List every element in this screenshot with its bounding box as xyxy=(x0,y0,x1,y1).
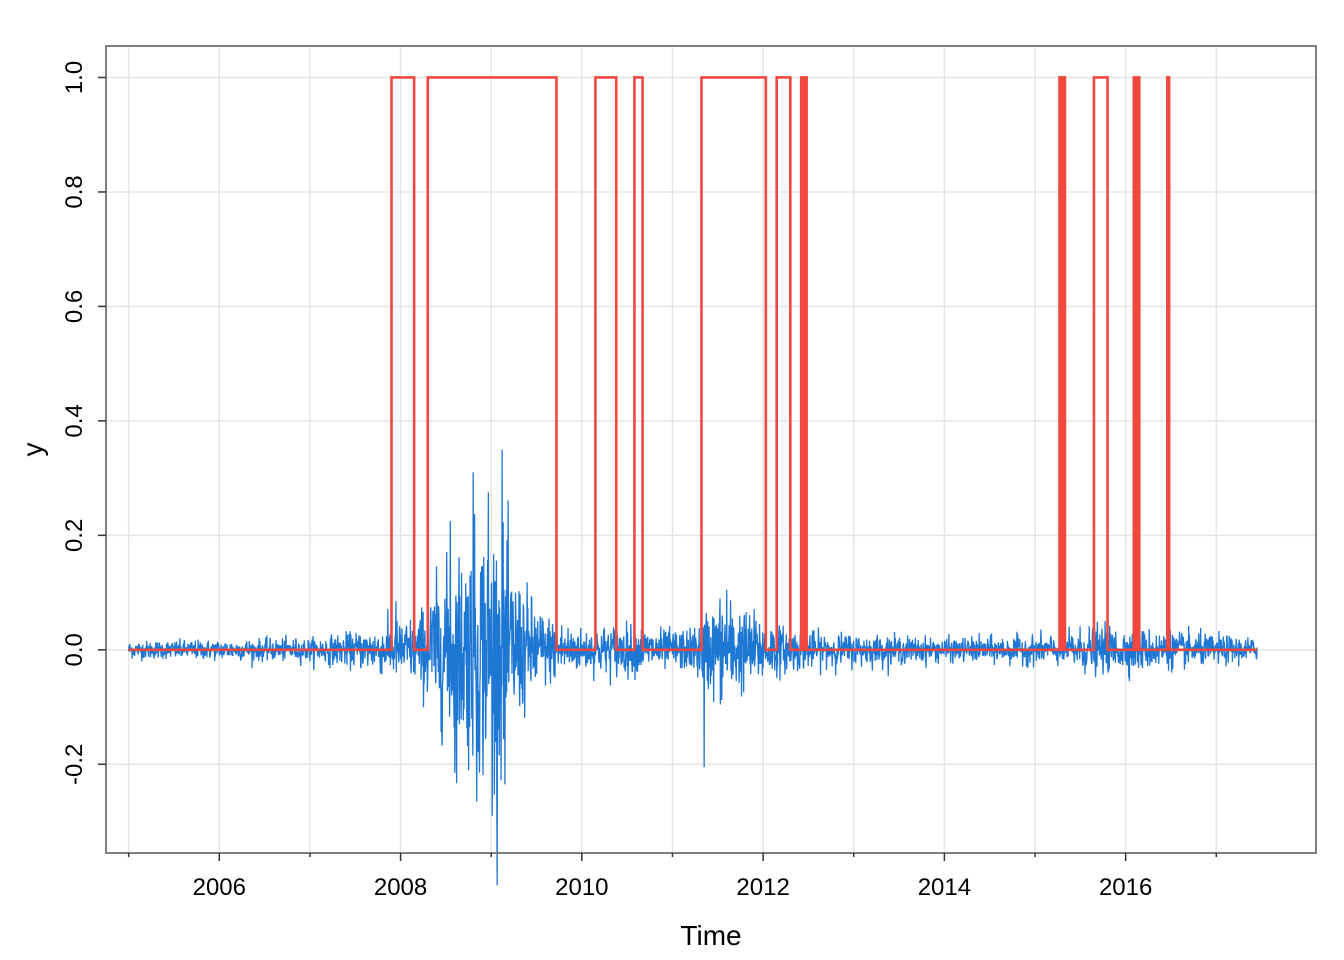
y-tick-label: 0.6 xyxy=(61,290,88,323)
y-tick-label: 0.4 xyxy=(61,404,88,437)
x-tick-label: 2010 xyxy=(555,874,608,901)
x-tick-label: 2012 xyxy=(736,874,789,901)
returns-line xyxy=(128,449,1258,886)
y-tick-label: 0.8 xyxy=(61,175,88,208)
x-axis-title: Time xyxy=(680,920,741,951)
x-tick-label: 2014 xyxy=(918,874,971,901)
y-tick-label: -0.2 xyxy=(61,744,88,785)
plot-frame xyxy=(105,45,1317,854)
x-tick-label: 2006 xyxy=(193,874,246,901)
returns-series xyxy=(128,449,1258,886)
grid xyxy=(106,46,1316,853)
x-tick-label: 2008 xyxy=(374,874,427,901)
axes: 2006 2008 2010 2012 2014 2016 -0.2 0.0 0.2 0.4 0.6… xyxy=(61,61,1218,901)
y-tick-label: 0.0 xyxy=(61,633,88,666)
regime-series xyxy=(128,76,1258,652)
regime-line xyxy=(128,76,1258,652)
y-tick-label: 0.2 xyxy=(61,519,88,552)
y-axis-title: y xyxy=(17,443,48,457)
y-tick-label: 1.0 xyxy=(61,61,88,94)
x-tick-label: 2016 xyxy=(1099,874,1152,901)
